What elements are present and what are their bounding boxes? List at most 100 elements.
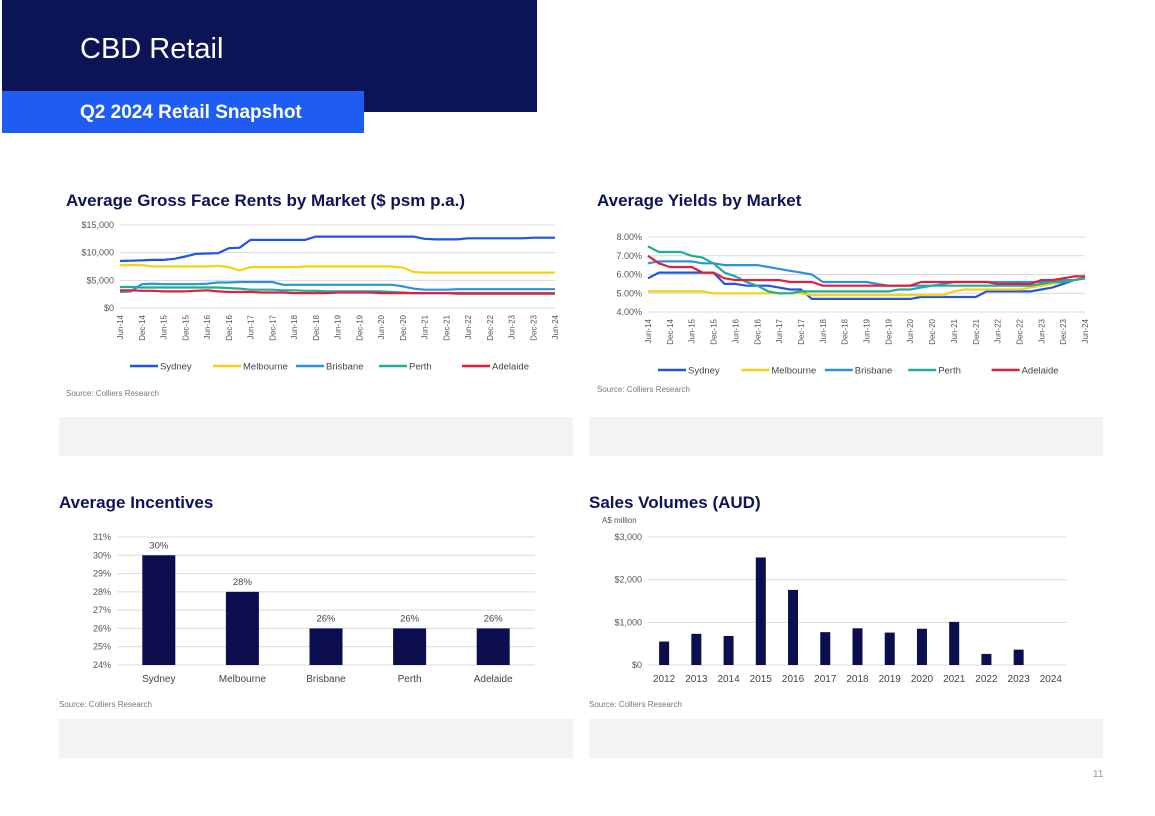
sales-category-label: 2024 (1040, 674, 1063, 685)
yields-series-perth (647, 245, 1086, 295)
rents-legend-label-melbourne: Melbourne (243, 362, 288, 373)
rents-xtick-label: Dec-22 (486, 314, 495, 340)
yields-source: Source: Colliers Research (597, 385, 690, 394)
rents-ytick-label: $15,000 (81, 220, 114, 230)
incentives-bar-chart: 24% 25% 26% 27% 28% 29% 30% 31% Sydney 30% Melbour… (93, 532, 535, 685)
rents-xtick-label: Dec-16 (225, 314, 234, 340)
yields-note-box (589, 417, 1103, 456)
rents-xtick-label: Dec-15 (181, 314, 190, 340)
yields-legend-label-brisbane: Brisbane (855, 366, 893, 377)
rents-xtick-label: Dec-23 (529, 314, 538, 340)
sales-category-label: 2015 (750, 674, 773, 685)
yields-series-sydney (647, 271, 1086, 301)
sales-category-label: 2013 (685, 674, 708, 685)
sales-category-label: 2022 (975, 674, 998, 685)
sales-ylabel: A$ million (602, 516, 637, 525)
yields-legend-label-melbourne: Melbourne (771, 366, 816, 377)
sales-category-label: 2019 (879, 674, 902, 685)
sales-ytick-label: $3,000 (614, 532, 642, 542)
yields-xtick-label: Dec-16 (753, 318, 762, 344)
incentives-category-label: Melbourne (219, 674, 267, 685)
incentives-bar-sydney (142, 555, 176, 665)
incentives-data-label: 28% (233, 577, 253, 588)
rents-xtick-label: Jun-20 (377, 314, 386, 339)
yields-ytick-label: 4.00% (616, 307, 642, 317)
sales-bar-chart: $0 $1,000 $2,000 $3,000 2012 2013 2014 2015 2016… (602, 516, 1067, 685)
rents-legend-label-brisbane: Brisbane (326, 362, 364, 373)
sales-ytick-label: $2,000 (614, 575, 642, 585)
incentives-ytick-label: 27% (93, 605, 111, 615)
rents-xtick-label: Jun-14 (116, 314, 125, 339)
yields-xtick-label: Jun-23 (1037, 318, 1046, 343)
yields-xtick-label: Dec-14 (666, 318, 675, 344)
yields-xtick-label: Dec-22 (1015, 318, 1024, 344)
yields-xtick-label: Dec-15 (710, 318, 719, 344)
yields-chart-title: Average Yields by Market (597, 191, 802, 210)
incentives-ytick-label: 25% (93, 642, 111, 652)
yields-series-brisbane (647, 260, 1086, 287)
incentives-data-label: 26% (484, 613, 504, 624)
incentives-category-label: Perth (398, 674, 422, 685)
sales-chart-title: Sales Volumes (AUD) (589, 493, 761, 512)
rents-xtick-label: Jun-18 (290, 314, 299, 339)
sales-category-label: 2018 (846, 674, 869, 685)
sales-bar-2020 (916, 628, 927, 665)
incentives-data-label: 26% (316, 613, 336, 624)
page-subtitle: Q2 2024 Retail Snapshot (80, 102, 302, 123)
rents-series-adelaide (120, 289, 555, 295)
incentives-data-label: 26% (400, 613, 420, 624)
sales-category-label: 2016 (782, 674, 805, 685)
sales-note-box (589, 719, 1103, 758)
rents-xtick-label: Jun-19 (334, 314, 343, 339)
yields-xtick-label: Jun-14 (644, 318, 653, 343)
rents-note-box (59, 417, 573, 456)
yields-xtick-label: Jun-24 (1081, 318, 1090, 343)
sales-ytick-label: $1,000 (614, 617, 642, 627)
incentives-chart-title: Average Incentives (59, 493, 214, 512)
rents-xtick-label: Dec-18 (312, 314, 321, 340)
sales-bar-2017 (820, 632, 831, 665)
page-title: CBD Retail (80, 33, 224, 65)
incentives-source: Source: Colliers Research (59, 700, 152, 709)
yields-ytick-label: 8.00% (616, 232, 642, 242)
sales-bar-2019 (884, 632, 895, 665)
rents-ytick-label: $0 (104, 303, 114, 313)
rents-xtick-label: Jun-21 (421, 314, 430, 339)
rents-series-brisbane (119, 280, 555, 294)
rents-xtick-label: Dec-20 (399, 314, 408, 340)
rents-legend-label-adelaide: Adelaide (492, 362, 529, 373)
yields-xtick-label: Jun-20 (906, 318, 915, 343)
yields-xtick-label: Jun-17 (775, 318, 784, 343)
sales-bar-2016 (788, 589, 799, 665)
yields-xtick-label: Jun-21 (950, 318, 959, 343)
incentives-bar-melbourne (225, 591, 259, 665)
rents-xtick-label: Jun-16 (203, 314, 212, 339)
yields-series-melbourne (648, 277, 1086, 297)
subtitle-bar (2, 91, 364, 133)
incentives-bar-brisbane (309, 628, 343, 665)
yields-ytick-label: 5.00% (616, 288, 642, 298)
yields-xtick-label: Jun-18 (819, 318, 828, 343)
rents-legend-label-sydney: Sydney (160, 362, 192, 373)
rents-xtick-label: Dec-14 (138, 314, 147, 340)
yields-ytick-label: 7.00% (616, 251, 642, 261)
rents-ytick-label: $5,000 (86, 275, 114, 285)
sales-bar-2022 (981, 653, 992, 665)
yields-legend-label-perth: Perth (938, 366, 961, 377)
sales-category-label: 2014 (717, 674, 740, 685)
incentives-ytick-label: 28% (93, 587, 111, 597)
rents-xtick-label: Dec-17 (268, 314, 277, 340)
yields-xtick-label: Dec-20 (928, 318, 937, 344)
incentives-ytick-label: 26% (93, 623, 111, 633)
rents-line-chart: $0 $5,000 $10,000 $15,000 Jun-14 Dec-14 Jun-15… (81, 220, 560, 373)
rents-ytick-label: $10,000 (81, 248, 114, 258)
rents-xtick-label: Jun-22 (464, 314, 473, 339)
rents-xtick-label: Dec-19 (355, 314, 364, 340)
sales-category-label: 2023 (1008, 674, 1031, 685)
rents-xtick-label: Jun-23 (508, 314, 517, 339)
sales-category-label: 2020 (911, 674, 934, 685)
yields-line-chart: 4.00% 5.00% 6.00% 7.00% 8.00% Jun-14 Dec-14 Jun… (616, 232, 1090, 377)
sales-category-label: 2012 (653, 674, 676, 685)
incentives-category-label: Sydney (142, 674, 175, 685)
rents-xtick-label: Jun-15 (160, 314, 169, 339)
